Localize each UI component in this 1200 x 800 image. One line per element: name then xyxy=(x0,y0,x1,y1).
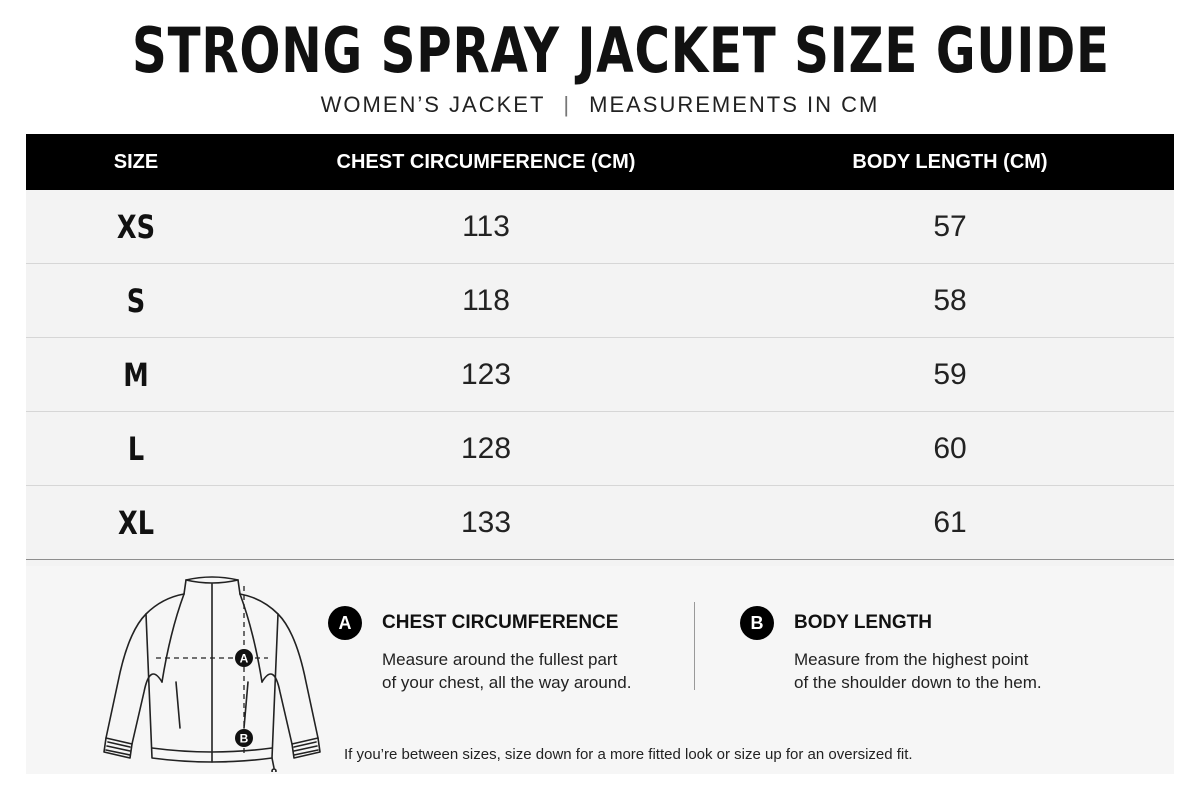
table-row: S 118 58 xyxy=(26,264,1174,338)
chest-desc-line2: of your chest, all the way around. xyxy=(382,673,632,692)
table-row: M 123 59 xyxy=(26,338,1174,412)
length-measure-title: BODY LENGTH xyxy=(794,612,932,633)
chest-desc-line1: Measure around the fullest part xyxy=(382,650,618,669)
length-cell: 61 xyxy=(933,506,967,539)
chest-cell: 128 xyxy=(460,432,512,465)
length-desc-line2: of the shoulder down to the hem. xyxy=(794,673,1042,692)
size-cell: XL xyxy=(117,504,155,542)
sizing-footnote: If you’re between sizes, size down for a… xyxy=(344,746,913,763)
chest-measure-title: CHEST CIRCUMFERENCE xyxy=(382,612,619,633)
table-row: XL 133 61 xyxy=(26,486,1174,560)
badge-a: A xyxy=(328,606,362,640)
table-row: XS 113 57 xyxy=(26,190,1174,264)
size-cell: S xyxy=(126,282,146,320)
length-measure-description: Measure from the highest point of the sh… xyxy=(794,648,1084,694)
page-subtitle: WOMEN’S JACKET | MEASUREMENTS IN CM xyxy=(0,92,1200,118)
length-desc-line1: Measure from the highest point xyxy=(794,650,1029,669)
page-title: STRONG SPRAY JACKET SIZE GUIDE xyxy=(132,14,1110,87)
length-cell: 59 xyxy=(933,358,967,391)
chest-measure-description: Measure around the fullest part of your … xyxy=(382,648,672,694)
length-cell: 60 xyxy=(933,432,967,465)
size-cell: M xyxy=(123,356,149,394)
subtitle-product: WOMEN’S JACKET xyxy=(320,92,546,117)
badge-b: B xyxy=(740,606,774,640)
chest-cell: 123 xyxy=(460,358,512,391)
diagram-marker-a: A xyxy=(240,652,249,666)
diagram-marker-b: B xyxy=(240,732,249,746)
size-cell: XS xyxy=(116,208,156,246)
size-table: SIZE CHEST CIRCUMFERENCE (CM) BODY LENGT… xyxy=(26,134,1174,566)
column-header-size: SIZE xyxy=(113,151,159,173)
table-header-row: SIZE CHEST CIRCUMFERENCE (CM) BODY LENGT… xyxy=(26,134,1174,190)
chest-cell: 133 xyxy=(460,506,512,539)
column-header-length: BODY LENGTH (CM) xyxy=(852,151,1048,173)
jacket-outline-illustration: A B xyxy=(103,576,321,772)
chest-cell: 118 xyxy=(462,284,510,317)
length-cell: 57 xyxy=(933,210,967,243)
info-divider xyxy=(694,602,695,690)
subtitle-separator: | xyxy=(563,92,572,117)
measurement-guide: A B A CHEST CIRCUMFERENCE Measure around… xyxy=(26,566,1174,774)
subtitle-units: MEASUREMENTS IN CM xyxy=(589,92,880,117)
size-cell: L xyxy=(127,430,145,468)
column-header-chest: CHEST CIRCUMFERENCE (CM) xyxy=(336,151,636,173)
chest-cell: 113 xyxy=(462,210,510,243)
length-cell: 58 xyxy=(933,284,967,317)
page-header: STRONG SPRAY JACKET SIZE GUIDE WOMEN’S J… xyxy=(0,0,1200,134)
table-row: L 128 60 xyxy=(26,412,1174,486)
